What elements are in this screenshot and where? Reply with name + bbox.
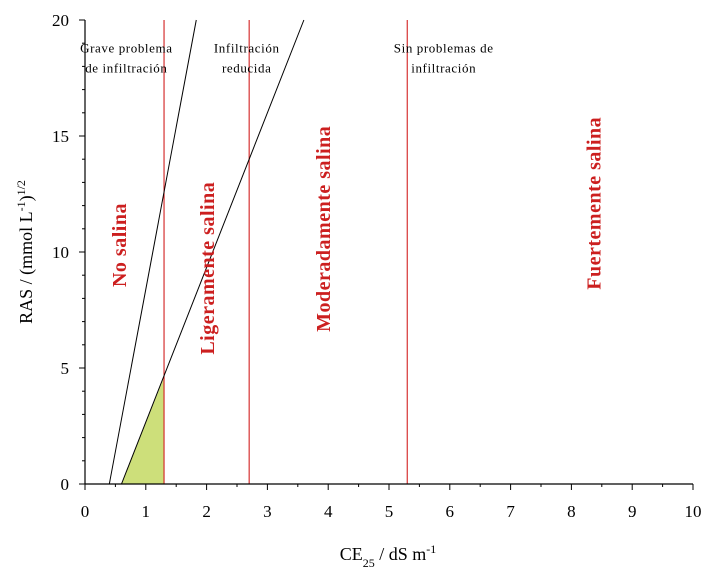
infiltration-boundary-line-2: [121, 19, 305, 485]
x-tick-label-10: 10: [685, 502, 702, 521]
y-axis-title-sup1: -1: [14, 201, 28, 211]
y-axis-title: RAS / (mmol L-1)1/2: [14, 180, 37, 324]
zone-label-2: Infiltración reducida: [214, 40, 280, 75]
y-axis-title-base: RAS / (mmol L: [16, 211, 37, 324]
zone-label-3-line-1: Sin problemas de: [394, 40, 494, 55]
salinity-label-1: No salina: [109, 203, 131, 287]
x-tick-label-3: 3: [263, 502, 272, 521]
y-tick-label-5: 5: [61, 359, 70, 378]
y-tick-label-20: 20: [52, 11, 69, 30]
y-tick-label-10: 10: [52, 243, 69, 262]
x-tick-label-4: 4: [324, 502, 333, 521]
zone-label-2-line-2: reducida: [222, 60, 272, 75]
salinity-label-3: Moderadamente salina: [313, 126, 335, 332]
salinity-label-4: Fuertemente salina: [583, 117, 605, 290]
zone-label-2-line-1: Infiltración: [214, 40, 280, 55]
infiltration-boundary-line-1: [108, 19, 197, 485]
x-tick-label-8: 8: [567, 502, 576, 521]
x-axis-title: CE25 / dS m-1: [340, 542, 437, 570]
y-axis-title-mid: ): [16, 195, 37, 201]
y-axis-title-sup2: 1/2: [14, 180, 28, 195]
x-tick-label-9: 9: [628, 502, 637, 521]
x-tick-label-6: 6: [446, 502, 455, 521]
x-tick-label-1: 1: [142, 502, 151, 521]
zone-label-3-line-2: infiltración: [411, 60, 476, 75]
x-tick-label-2: 2: [202, 502, 211, 521]
x-tick-label-5: 5: [385, 502, 394, 521]
zone-label-3: Sin problemas de infiltración: [394, 40, 494, 75]
zone-label-1-line-1: Grave problema: [80, 40, 173, 55]
salinity-label-2: Ligeramente salina: [197, 182, 219, 355]
x-axis-title-base: CE: [340, 544, 363, 564]
x-axis-title-sup: -1: [426, 542, 436, 556]
zone-label-1: Grave problema de infiltración: [80, 40, 173, 75]
zone-label-1-line-2: de infiltración: [85, 60, 167, 75]
plot-area: 0 1 2 3 4 5 6 7 8 9 10 0 5 10 15 20 Grave problema de inf…: [52, 11, 702, 521]
x-axis-title-sub: 25: [363, 556, 375, 570]
x-axis-title-rest: / dS m: [375, 544, 427, 564]
x-tick-label-0: 0: [81, 502, 90, 521]
y-tick-label-0: 0: [61, 475, 70, 494]
x-tick-label-7: 7: [506, 502, 515, 521]
y-tick-label-15: 15: [52, 127, 69, 146]
